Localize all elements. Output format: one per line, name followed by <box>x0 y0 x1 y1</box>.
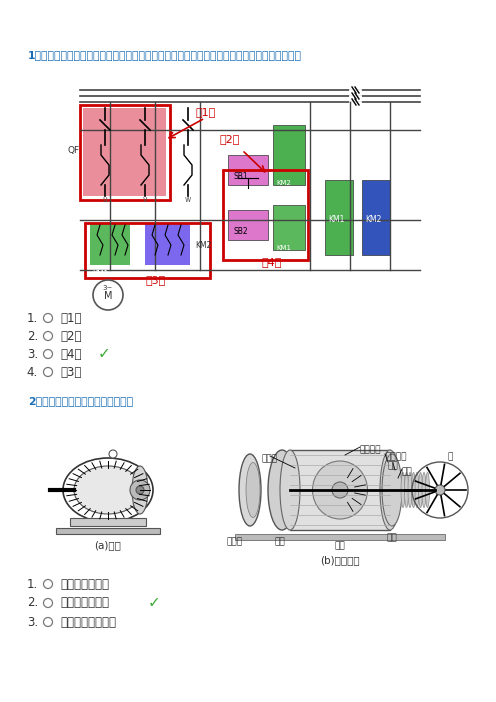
Circle shape <box>44 599 53 607</box>
Ellipse shape <box>382 454 402 526</box>
Text: 定子铁心: 定子铁心 <box>360 445 381 454</box>
Bar <box>273 125 305 185</box>
Bar <box>56 528 160 534</box>
Text: (b)内部结构: (b)内部结构 <box>320 555 360 565</box>
Ellipse shape <box>246 463 260 517</box>
Text: 1、图示的控制线路图中，用红色方框标出的哪个部分代表了防止三相绕短路的互锁环节？（）: 1、图示的控制线路图中，用红色方框标出的哪个部分代表了防止三相绕短路的互锁环节？… <box>28 50 302 60</box>
Text: 1.: 1. <box>27 578 38 590</box>
Text: ✓: ✓ <box>148 595 161 611</box>
Ellipse shape <box>380 450 400 530</box>
Text: 他励直流电动机: 他励直流电动机 <box>60 578 109 590</box>
Ellipse shape <box>405 472 409 508</box>
Text: 永磁式直流电动机: 永磁式直流电动机 <box>60 616 116 628</box>
Ellipse shape <box>312 461 368 519</box>
Circle shape <box>435 485 445 495</box>
Circle shape <box>44 314 53 322</box>
Ellipse shape <box>422 472 426 508</box>
Text: KM2: KM2 <box>276 180 291 186</box>
Text: 轴承盖: 轴承盖 <box>227 537 243 546</box>
Text: w: w <box>185 195 191 204</box>
Ellipse shape <box>132 466 148 514</box>
Text: 3.: 3. <box>27 347 38 361</box>
Text: （2）: （2） <box>60 329 81 343</box>
Ellipse shape <box>239 454 261 526</box>
Text: （2）: （2） <box>220 134 241 144</box>
Text: 接线盒: 接线盒 <box>262 454 278 463</box>
Text: 4.: 4. <box>27 366 38 378</box>
Ellipse shape <box>401 472 405 508</box>
Bar <box>362 180 390 255</box>
Text: 机座: 机座 <box>335 541 345 550</box>
Text: (a)外形: (a)外形 <box>95 540 122 550</box>
Bar <box>290 450 390 530</box>
Circle shape <box>44 618 53 626</box>
Text: SB2: SB2 <box>233 227 248 236</box>
Text: SB1: SB1 <box>233 172 248 181</box>
Ellipse shape <box>268 450 296 530</box>
Ellipse shape <box>74 466 142 514</box>
Circle shape <box>93 280 123 310</box>
Bar <box>228 155 268 185</box>
Bar <box>85 223 210 278</box>
Text: （3）: （3） <box>60 366 81 378</box>
Circle shape <box>44 368 53 376</box>
Text: KM1: KM1 <box>92 270 108 279</box>
Text: ✓: ✓ <box>98 347 111 362</box>
Text: 风: 风 <box>448 452 453 461</box>
Bar <box>223 170 308 260</box>
Text: v: v <box>143 195 147 204</box>
Circle shape <box>332 482 348 498</box>
Ellipse shape <box>280 450 300 530</box>
Circle shape <box>130 480 150 500</box>
Bar <box>235 534 445 540</box>
Text: KM1: KM1 <box>328 215 344 224</box>
Text: 2、下图所示的电动机是一台：（）: 2、下图所示的电动机是一台：（） <box>28 396 133 406</box>
Text: （4）: （4） <box>262 257 282 267</box>
Text: KM1: KM1 <box>276 245 291 251</box>
Bar <box>83 108 166 196</box>
Ellipse shape <box>426 472 430 508</box>
Text: M: M <box>104 291 112 301</box>
Text: （3）: （3） <box>145 275 165 285</box>
Text: u: u <box>103 195 108 204</box>
Ellipse shape <box>419 472 423 508</box>
Text: QF: QF <box>68 145 80 154</box>
Circle shape <box>44 331 53 340</box>
Text: 2.: 2. <box>27 329 38 343</box>
Text: （1）: （1） <box>195 107 215 117</box>
Ellipse shape <box>408 472 412 508</box>
Bar <box>70 518 146 526</box>
Text: 转轴: 转轴 <box>388 461 399 470</box>
Text: 3~: 3~ <box>103 285 113 291</box>
Bar <box>145 223 190 265</box>
Bar <box>90 223 130 265</box>
Circle shape <box>136 486 144 494</box>
Ellipse shape <box>412 472 416 508</box>
Text: 3.: 3. <box>27 616 38 628</box>
Text: 1.: 1. <box>27 312 38 324</box>
Bar <box>80 105 170 200</box>
Text: （4）: （4） <box>60 347 81 361</box>
Text: 转子: 转子 <box>402 467 413 476</box>
Bar <box>273 205 305 250</box>
Text: 定子绕组: 定子绕组 <box>385 452 407 461</box>
Text: KM2: KM2 <box>365 215 381 224</box>
Ellipse shape <box>415 472 419 508</box>
Text: （1）: （1） <box>60 312 81 324</box>
Bar <box>228 210 268 240</box>
Text: 2.: 2. <box>27 597 38 609</box>
Text: 三相异步电动机: 三相异步电动机 <box>60 597 109 609</box>
Circle shape <box>44 579 53 588</box>
Bar <box>325 180 353 255</box>
Text: 端盖: 端盖 <box>275 537 285 546</box>
Text: KM2: KM2 <box>195 241 211 250</box>
Circle shape <box>109 450 117 458</box>
Text: 轴承: 轴承 <box>386 533 397 542</box>
Circle shape <box>44 350 53 359</box>
